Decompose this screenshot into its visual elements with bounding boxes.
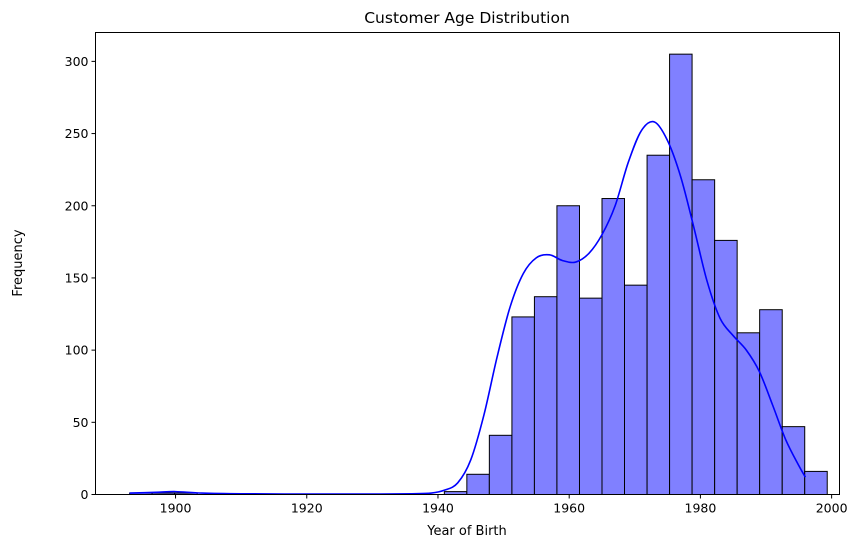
- x-tick-label: 2000: [816, 501, 848, 516]
- y-axis-label: Frequency: [11, 229, 26, 296]
- histogram-bar: [646, 154, 671, 495]
- histogram-bar: [781, 426, 806, 495]
- y-tick-label: 100: [65, 343, 89, 358]
- histogram-bar: [556, 205, 580, 495]
- histogram-bar: [624, 284, 648, 495]
- histogram-bar: [466, 473, 490, 496]
- histogram-bar: [804, 470, 828, 495]
- histogram-bar: [578, 297, 603, 495]
- y-ticks-group: 0 50 100 150 200 250 300: [65, 54, 96, 502]
- y-tick-label: 50: [73, 415, 89, 430]
- y-tick-label: 300: [65, 54, 89, 69]
- histogram-bar: [533, 296, 558, 495]
- histogram-bar: [691, 179, 716, 495]
- x-tick-label: 1900: [160, 501, 192, 516]
- histogram-bar: [601, 198, 626, 495]
- x-tick-label: 1920: [291, 501, 323, 516]
- x-tick-label: 1960: [553, 501, 585, 516]
- histogram-bar: [511, 316, 535, 496]
- y-tick-label: 200: [65, 198, 89, 213]
- bars-group: [129, 53, 828, 496]
- y-tick-label: 150: [65, 270, 89, 285]
- plot-frame: [95, 32, 840, 495]
- histogram-bar: [488, 434, 513, 495]
- x-ticks-group: 1900 1920 1940 1960 1980 2000: [160, 494, 848, 516]
- histogram-bar: [669, 53, 693, 495]
- x-axis-label: Year of Birth: [426, 524, 507, 539]
- histogram-bar: [736, 332, 761, 495]
- chart-title: Customer Age Distribution: [364, 9, 570, 27]
- x-tick-label: 1980: [685, 501, 717, 516]
- y-tick-label: 250: [65, 126, 89, 141]
- y-tick-label: 0: [81, 487, 89, 502]
- x-tick-label: 1940: [422, 501, 454, 516]
- histogram-bar: [714, 239, 738, 495]
